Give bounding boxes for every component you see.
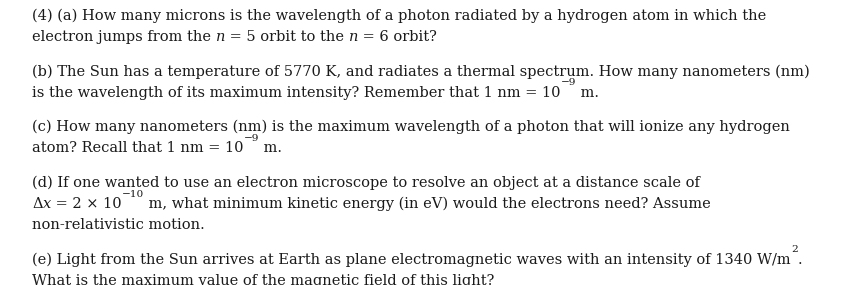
- Text: −10: −10: [122, 190, 144, 199]
- Text: (e) Light from the Sun arrives at Earth as plane electromagnetic waves with an i: (e) Light from the Sun arrives at Earth …: [32, 252, 791, 267]
- Text: Δ: Δ: [32, 197, 43, 211]
- Text: x: x: [43, 197, 51, 211]
- Text: atom? Recall that 1 nm = 10: atom? Recall that 1 nm = 10: [32, 141, 244, 156]
- Text: = 5 orbit to the: = 5 orbit to the: [226, 30, 349, 44]
- Text: electron jumps from the: electron jumps from the: [32, 30, 216, 44]
- Text: non-relativistic motion.: non-relativistic motion.: [32, 218, 205, 233]
- Text: n: n: [216, 30, 226, 44]
- Text: −9: −9: [561, 78, 576, 87]
- Text: (4) (a) How many microns is the wavelength of a photon radiated by a hydrogen at: (4) (a) How many microns is the waveleng…: [32, 9, 767, 23]
- Text: (d) If one wanted to use an electron microscope to resolve an object at a distan: (d) If one wanted to use an electron mic…: [32, 175, 700, 190]
- Text: What is the maximum value of the magnetic field of this light?: What is the maximum value of the magneti…: [32, 274, 495, 285]
- Text: n: n: [349, 30, 359, 44]
- Text: (b) The Sun has a temperature of 5770 K, and radiates a thermal spectrum. How ma: (b) The Sun has a temperature of 5770 K,…: [32, 64, 810, 79]
- Text: (c) How many nanometers (nm) is the maximum wavelength of a photon that will ion: (c) How many nanometers (nm) is the maxi…: [32, 120, 791, 134]
- Text: m, what minimum kinetic energy (in eV) would the electrons need? Assume: m, what minimum kinetic energy (in eV) w…: [144, 197, 711, 211]
- Text: m.: m.: [259, 141, 282, 156]
- Text: 2: 2: [791, 245, 797, 254]
- Text: −9: −9: [244, 134, 259, 143]
- Text: = 2 × 10: = 2 × 10: [51, 197, 122, 211]
- Text: = 6 orbit?: = 6 orbit?: [359, 30, 437, 44]
- Text: is the wavelength of its maximum intensity? Remember that 1 nm = 10: is the wavelength of its maximum intensi…: [32, 86, 561, 100]
- Text: .: .: [797, 253, 803, 267]
- Text: m.: m.: [576, 86, 599, 100]
